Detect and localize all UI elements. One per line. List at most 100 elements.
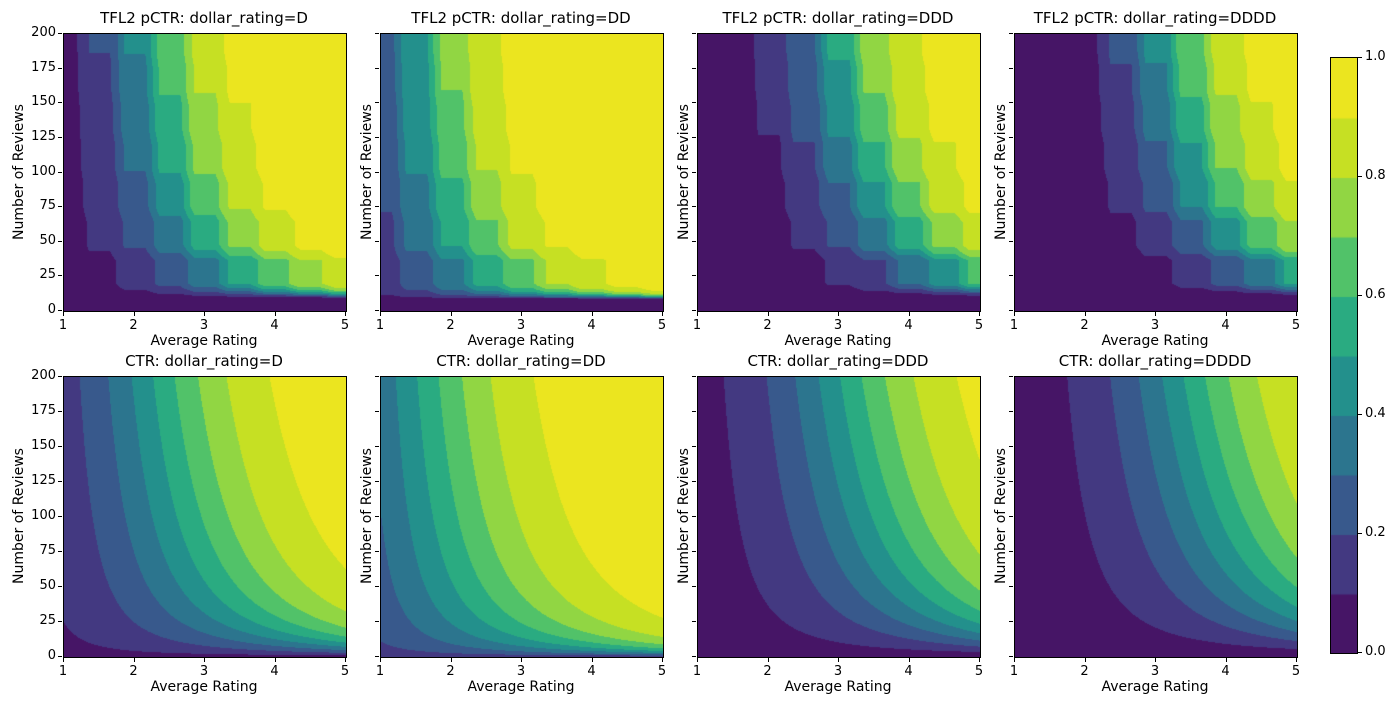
y-tick-label: 75 — [39, 543, 56, 558]
y-tick-mark — [1009, 621, 1013, 622]
x-tick-mark — [133, 312, 135, 316]
y-tick-mark — [58, 586, 62, 587]
y-tick-mark — [1009, 206, 1013, 208]
x-tick-label: 5 — [1291, 318, 1301, 333]
x-tick-label: 4 — [1221, 318, 1230, 333]
subplot-title: TFL2 pCTR: dollar_rating=DDDD — [1033, 9, 1277, 27]
x-tick-label: 1 — [1009, 318, 1019, 333]
y-tick-mark — [1009, 446, 1013, 447]
y-tick-mark — [58, 206, 62, 208]
y-tick-label: 0 — [47, 648, 56, 663]
colorbar-tick-label: 0.8 — [1365, 168, 1386, 183]
y-tick-mark — [58, 446, 62, 447]
contour-plot — [63, 33, 347, 312]
x-tick-label: 5 — [974, 318, 984, 333]
y-tick-mark — [375, 586, 379, 587]
y-tick-label: 50 — [39, 578, 56, 593]
x-tick-label: 2 — [446, 664, 455, 679]
contour-plot — [380, 33, 664, 312]
y-tick-mark — [375, 621, 379, 622]
y-tick-label: 75 — [39, 198, 56, 214]
x-tick-mark — [133, 658, 135, 662]
y-tick-mark — [1009, 102, 1013, 104]
subplot-title: TFL2 pCTR: dollar_rating=DDD — [722, 9, 954, 27]
y-axis-label: Number of Reviews — [676, 103, 692, 240]
y-tick-mark — [692, 656, 696, 657]
subplot-title: CTR: dollar_rating=DDD — [747, 352, 929, 370]
x-tick-label: 3 — [1150, 664, 1160, 679]
x-tick-mark — [908, 312, 910, 316]
y-tick-mark — [375, 102, 379, 104]
y-tick-mark — [58, 275, 62, 277]
y-tick-mark — [375, 240, 379, 242]
x-tick-label: 2 — [446, 318, 455, 333]
y-tick-label: 100 — [31, 508, 56, 523]
contour-plot — [1014, 376, 1298, 658]
y-tick-label: 125 — [31, 473, 56, 488]
subplot-title: TFL2 pCTR: dollar_rating=DD — [411, 9, 631, 27]
y-tick-mark — [375, 275, 379, 277]
y-tick-mark — [1009, 656, 1013, 657]
x-tick-mark — [450, 312, 452, 316]
x-tick-label: 5 — [340, 664, 350, 679]
y-tick-mark — [375, 206, 379, 208]
y-tick-mark — [692, 516, 696, 517]
contour-plot — [697, 376, 981, 658]
x-axis-label: Average Rating — [467, 333, 575, 349]
x-tick-mark — [380, 312, 381, 316]
y-tick-mark — [375, 33, 379, 34]
y-tick-label: 125 — [31, 128, 56, 144]
y-tick-mark — [375, 171, 379, 173]
x-tick-mark — [1155, 312, 1156, 316]
x-tick-label: 4 — [904, 318, 913, 333]
y-tick-mark — [692, 67, 696, 69]
y-tick-mark — [1009, 33, 1013, 34]
x-tick-mark — [1296, 658, 1297, 662]
y-tick-label: 150 — [31, 438, 56, 453]
x-tick-mark — [767, 312, 769, 316]
y-tick-mark — [58, 33, 62, 34]
x-axis-label: Average Rating — [467, 679, 575, 695]
x-tick-label: 5 — [1291, 664, 1301, 679]
y-tick-mark — [692, 376, 696, 377]
y-tick-mark — [58, 376, 62, 377]
x-tick-label: 5 — [657, 318, 667, 333]
y-tick-mark — [692, 310, 696, 311]
x-tick-mark — [591, 658, 593, 662]
x-tick-label: 3 — [1150, 318, 1160, 333]
colorbar-tick-label: 1.0 — [1365, 49, 1386, 64]
x-tick-mark — [1296, 312, 1297, 316]
x-axis-label: Average Rating — [150, 333, 258, 349]
y-tick-mark — [692, 240, 696, 242]
y-tick-label: 25 — [39, 267, 56, 283]
y-tick-mark — [1009, 481, 1013, 482]
x-tick-mark — [1155, 658, 1156, 662]
x-tick-mark — [662, 312, 663, 316]
y-tick-mark — [375, 446, 379, 447]
x-tick-label: 4 — [587, 664, 596, 679]
subplot-title: CTR: dollar_rating=D — [125, 352, 283, 370]
x-tick-mark — [591, 312, 593, 316]
x-tick-mark — [908, 658, 910, 662]
x-tick-mark — [1225, 658, 1227, 662]
y-tick-mark — [1009, 67, 1013, 69]
colorbar — [1330, 57, 1358, 654]
y-tick-mark — [375, 67, 379, 69]
y-tick-mark — [692, 275, 696, 277]
y-tick-mark — [375, 411, 379, 412]
x-tick-label: 3 — [516, 664, 526, 679]
x-tick-label: 5 — [657, 664, 667, 679]
y-axis-label: Number of Reviews — [993, 103, 1009, 240]
y-axis-label: Number of Reviews — [993, 448, 1009, 584]
y-tick-mark — [692, 551, 696, 552]
y-tick-mark — [375, 551, 379, 552]
colorbar-tick-mark — [1358, 652, 1362, 653]
y-tick-mark — [58, 411, 62, 412]
subplot-title: CTR: dollar_rating=DDDD — [1058, 352, 1252, 370]
contour-plot — [380, 376, 664, 658]
y-tick-mark — [375, 481, 379, 482]
y-tick-mark — [1009, 551, 1013, 552]
x-tick-mark — [274, 658, 276, 662]
x-tick-mark — [204, 658, 205, 662]
x-axis-label: Average Rating — [784, 679, 892, 695]
